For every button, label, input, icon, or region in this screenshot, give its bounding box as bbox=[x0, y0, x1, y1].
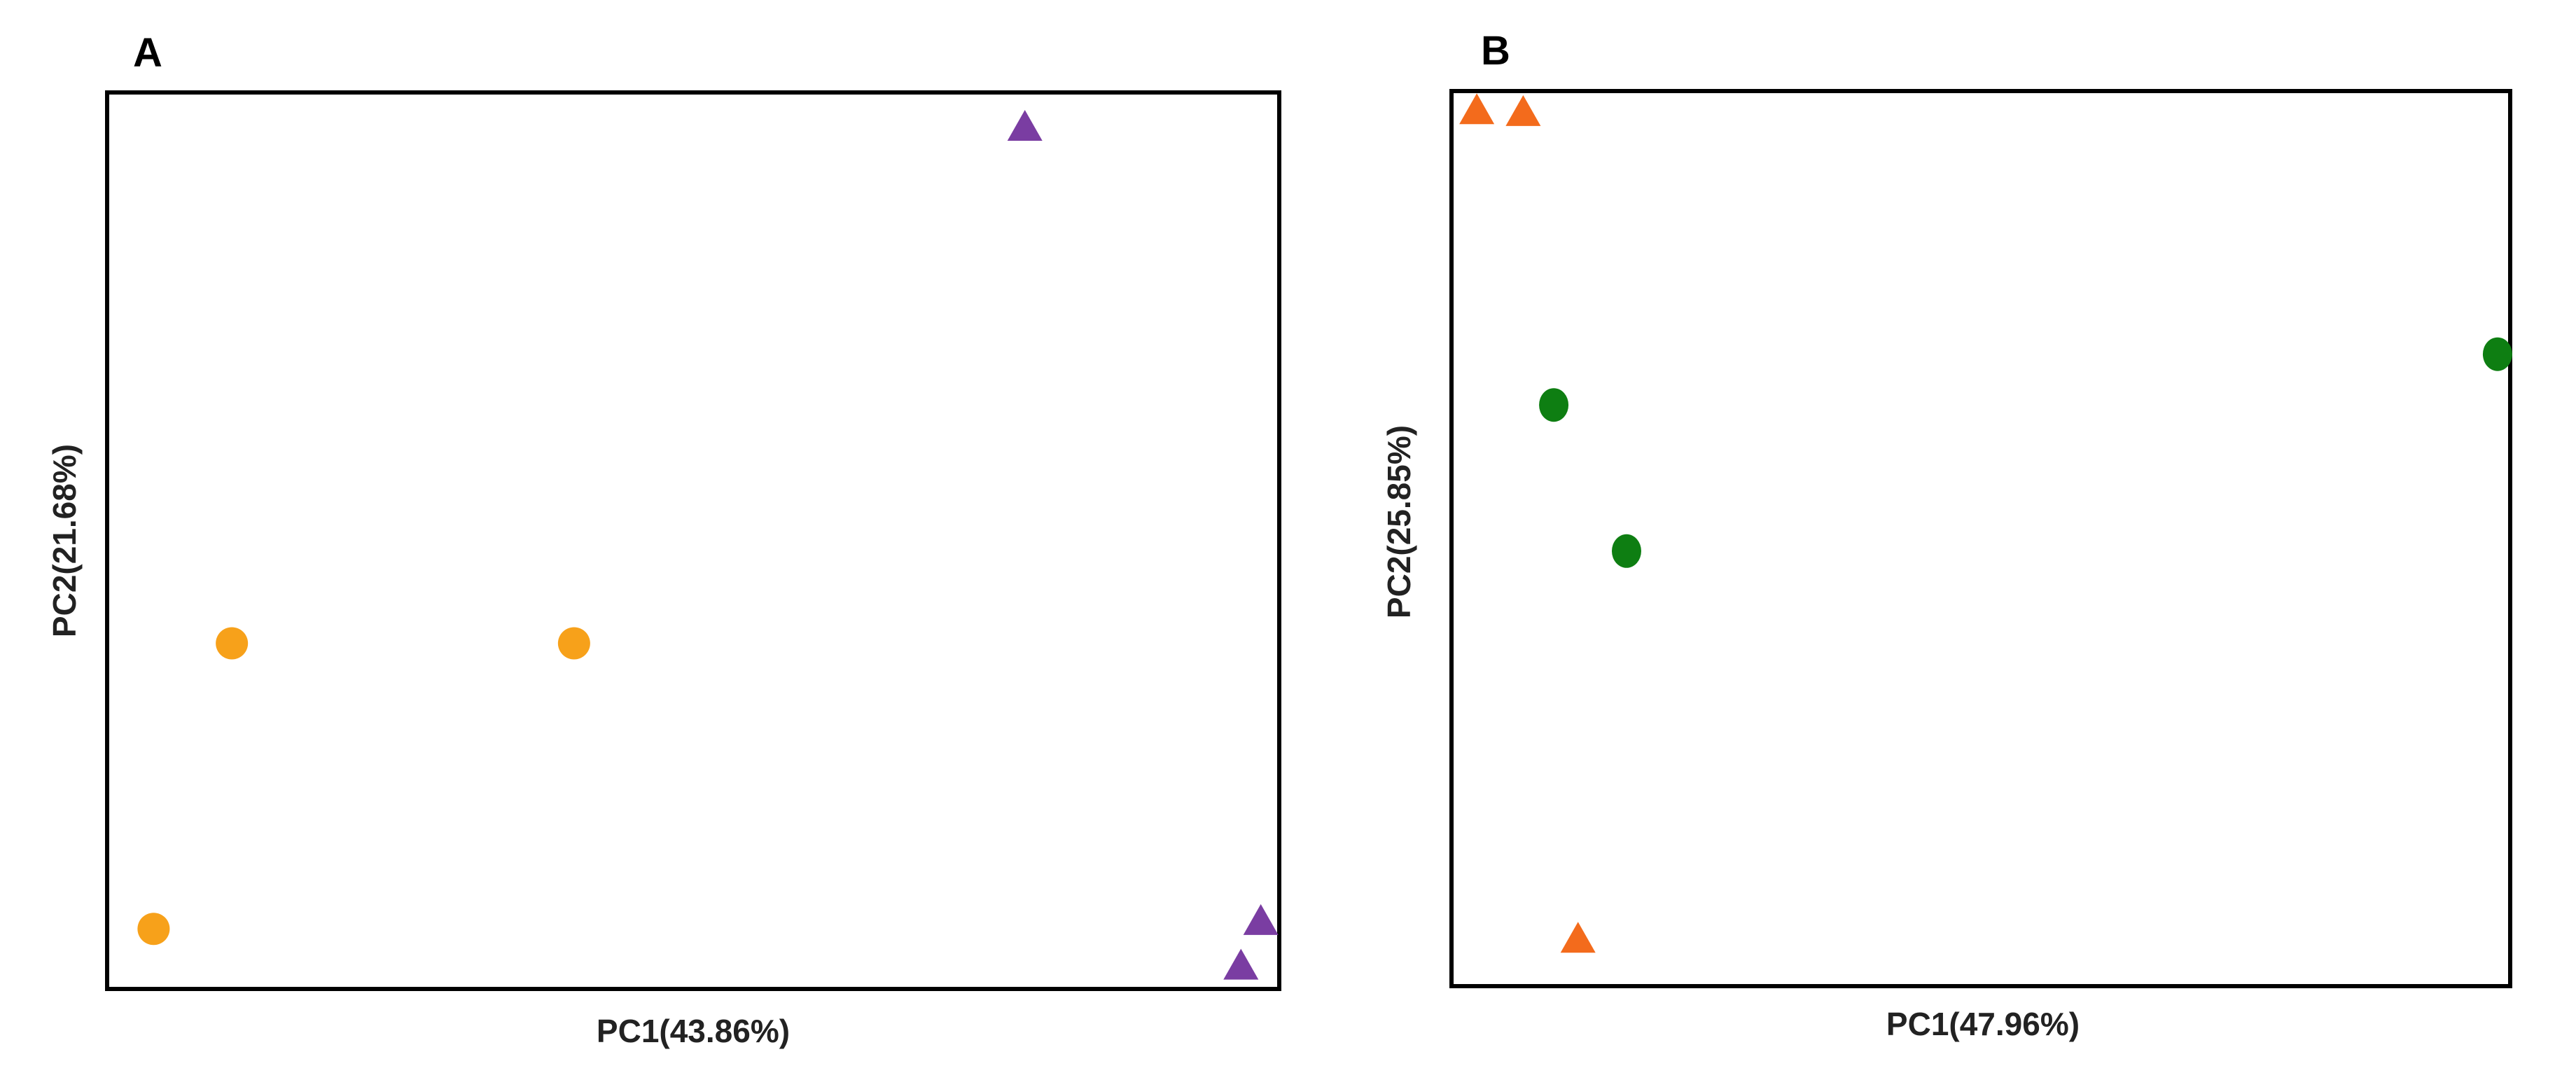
panel-b-triangle-point bbox=[1560, 922, 1596, 953]
panel-a-triangle-point bbox=[1243, 904, 1279, 935]
panel-a-circle-point bbox=[137, 913, 170, 946]
panel-a-x-axis-label: PC1(43.86%) bbox=[597, 1013, 790, 1049]
panel-a-triangle-point bbox=[1007, 110, 1043, 141]
panel-a: A PC1(43.86%) PC2(21.68%) bbox=[46, 30, 1281, 1049]
panel-b-x-axis-label: PC1(47.96%) bbox=[1886, 1006, 2080, 1042]
panel-a-circle-point bbox=[216, 627, 249, 660]
panel-b: B PC1(47.96%) PC2(25.85%) bbox=[1381, 28, 2512, 1042]
panel-a-triangle-point bbox=[1223, 948, 1259, 980]
panel-b-triangle-point bbox=[1459, 93, 1495, 125]
panel-a-circle-point bbox=[557, 627, 590, 660]
panel-a-y-axis-label: PC2(21.68%) bbox=[46, 444, 83, 637]
panel-b-triangle-point bbox=[1505, 95, 1541, 126]
panel-b-points bbox=[1459, 93, 2512, 953]
panel-b-plot-frame bbox=[1449, 89, 2512, 988]
panel-b-circle-point bbox=[1611, 534, 1641, 568]
panel-a-points bbox=[137, 110, 1279, 980]
panel-a-letter: A bbox=[133, 30, 162, 76]
panel-b-circle-point bbox=[2482, 337, 2512, 371]
panel-a-plot-frame bbox=[105, 90, 1281, 991]
panel-b-circle-point bbox=[1539, 388, 1569, 422]
panel-b-y-axis-label: PC2(25.85%) bbox=[1381, 425, 1417, 618]
panel-b-letter: B bbox=[1481, 28, 1510, 74]
